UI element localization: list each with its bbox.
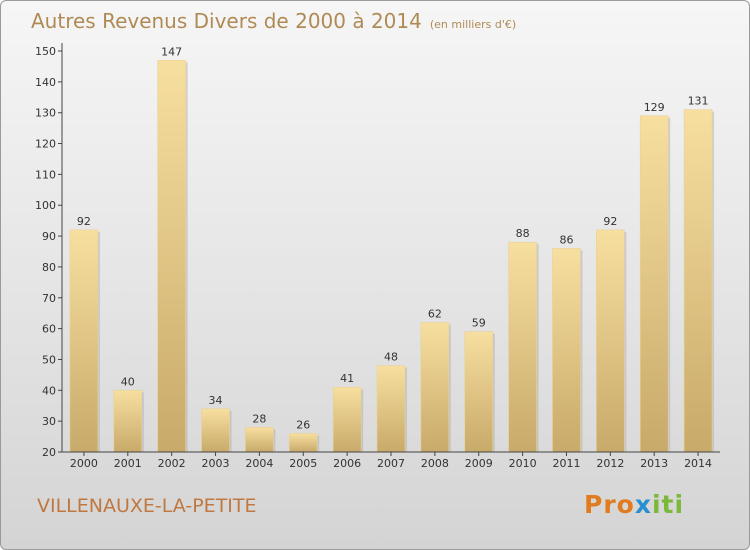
y-tick-label: 130 xyxy=(35,107,56,120)
y-tick-label: 70 xyxy=(42,292,56,305)
x-tick-label: 2003 xyxy=(202,457,230,470)
x-tick-label: 2001 xyxy=(114,457,142,470)
x-tick-label: 2005 xyxy=(289,457,317,470)
y-tick-label: 90 xyxy=(42,230,56,243)
x-tick-label: 2004 xyxy=(245,457,273,470)
x-tick-label: 2010 xyxy=(509,457,537,470)
x-tick-label: 2012 xyxy=(596,457,624,470)
x-tick-label: 2007 xyxy=(377,457,405,470)
data-label: 48 xyxy=(384,351,398,364)
bar xyxy=(245,427,274,453)
y-tick-label: 150 xyxy=(35,45,56,58)
y-tick-label: 60 xyxy=(42,323,56,336)
x-tick-label: 2002 xyxy=(158,457,186,470)
bar xyxy=(288,433,318,453)
bar xyxy=(420,322,450,453)
proxiti-logo[interactable]: Proxiti xyxy=(584,490,685,519)
bar xyxy=(201,408,230,453)
data-label: 40 xyxy=(121,375,135,388)
y-tick-label: 30 xyxy=(42,415,56,428)
data-label: 28 xyxy=(252,412,266,425)
y-tick-label: 110 xyxy=(35,168,56,181)
x-tick-label: 2008 xyxy=(421,457,449,470)
x-tick-label: 2009 xyxy=(465,457,493,470)
data-label: 88 xyxy=(516,227,530,240)
y-tick-label: 50 xyxy=(42,353,56,366)
data-label: 92 xyxy=(77,215,91,228)
data-label: 147 xyxy=(161,45,182,58)
bar xyxy=(332,386,362,453)
location-label: VILLENAUXE-LA-PETITE xyxy=(37,495,257,517)
x-tick-label: 2014 xyxy=(684,457,712,470)
y-tick-label: 100 xyxy=(35,199,56,212)
data-label: 34 xyxy=(209,394,223,407)
bar xyxy=(69,229,99,453)
bar xyxy=(683,109,713,453)
bar xyxy=(508,241,537,453)
x-tick-label: 2000 xyxy=(70,457,98,470)
x-tick-label: 2006 xyxy=(333,457,361,470)
bar xyxy=(376,365,406,453)
x-tick-label: 2011 xyxy=(552,457,580,470)
y-tick-label: 40 xyxy=(42,384,56,397)
data-label: 92 xyxy=(603,215,617,228)
data-label: 26 xyxy=(296,418,310,431)
bar xyxy=(639,115,669,453)
chart-unit-note: (en milliers d'€) xyxy=(429,18,517,31)
data-label: 59 xyxy=(472,317,486,330)
y-tick-label: 120 xyxy=(35,138,56,151)
data-label: 62 xyxy=(428,307,442,320)
data-label: 41 xyxy=(340,372,354,385)
data-label: 86 xyxy=(559,233,573,246)
chart-title-text: Autres Revenus Divers de 2000 à 2014 xyxy=(31,9,422,33)
bar xyxy=(552,248,581,453)
y-tick-label: 20 xyxy=(42,446,56,459)
bar xyxy=(596,229,625,453)
data-label: 129 xyxy=(644,101,665,114)
bar xyxy=(157,59,186,453)
bar xyxy=(464,331,494,453)
y-tick-label: 140 xyxy=(35,76,56,89)
bar xyxy=(113,390,143,453)
chart-title: Autres Revenus Divers de 2000 à 2014 (en … xyxy=(31,9,516,33)
data-label: 131 xyxy=(688,95,709,108)
y-tick-label: 80 xyxy=(42,261,56,274)
x-tick-label: 2013 xyxy=(640,457,668,470)
